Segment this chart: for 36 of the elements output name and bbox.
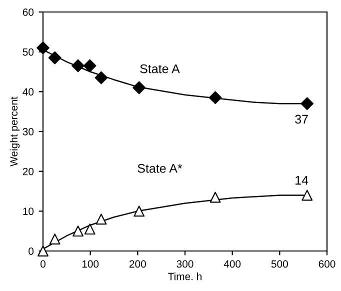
y-tick-label: 0 [28, 248, 34, 255]
point [302, 190, 313, 201]
x-tick-label: 0 [40, 260, 46, 268]
y-tick-label: 10 [23, 208, 34, 216]
point [210, 192, 221, 203]
x-tick-label: 200 [130, 260, 146, 268]
point [94, 71, 108, 84]
text: State A* [138, 164, 182, 173]
x-tick-label: 600 [318, 260, 336, 268]
point [36, 41, 50, 54]
y-tick-label: 60 [22, 8, 34, 16]
data-label: 14 [296, 176, 308, 185]
point [83, 59, 96, 72]
point [132, 81, 146, 94]
x-tick-label: 400 [224, 260, 241, 268]
x-tick-label: 100 [82, 260, 99, 268]
point [300, 97, 314, 110]
x-axis-title: Time. h [168, 272, 202, 280]
x-tick-label: 500 [271, 260, 288, 268]
y-tick-label: 20 [22, 168, 34, 176]
point [72, 226, 84, 237]
y-tick-label: 50 [22, 48, 34, 56]
point [208, 91, 222, 104]
x-tick-label: 300 [176, 260, 194, 268]
series-label: State A [140, 64, 180, 74]
point [96, 214, 107, 225]
y-axis-title: Weight percent [10, 96, 20, 166]
point [84, 224, 96, 235]
y-tick-label: 40 [22, 88, 34, 96]
point [38, 246, 48, 256]
point [49, 234, 60, 245]
point [72, 59, 84, 72]
y-tick-label: 30 [22, 128, 34, 136]
point [134, 206, 145, 217]
point [48, 51, 62, 64]
data-label: 37 [295, 114, 308, 124]
